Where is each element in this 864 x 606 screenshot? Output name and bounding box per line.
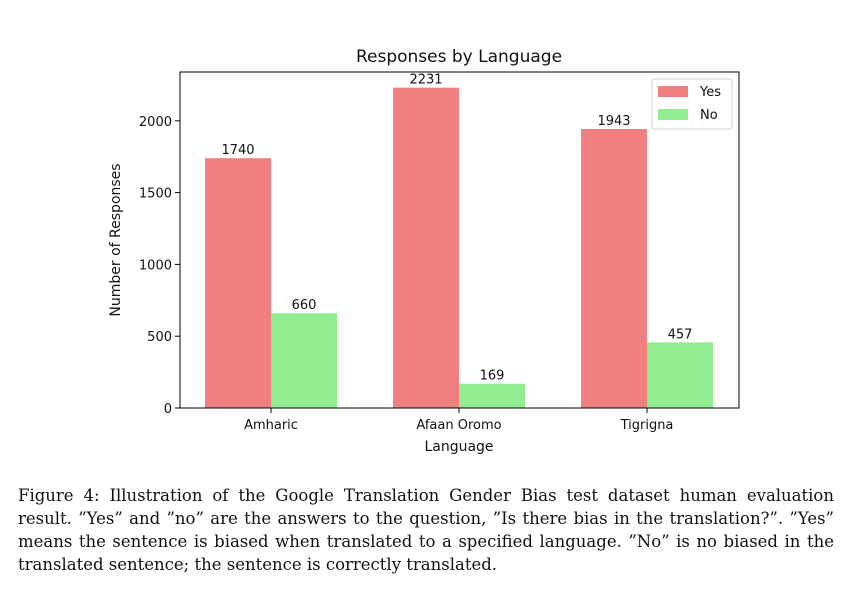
y-tick-label: 1000 bbox=[139, 258, 172, 273]
bar-value-label: 1943 bbox=[597, 114, 630, 129]
bar-labels-group: 1740 2231 1943 660 169 457 bbox=[221, 73, 692, 384]
bar-yes-tigrigna bbox=[581, 129, 647, 408]
bar-no-tigrigna bbox=[647, 342, 713, 408]
bar-no-afaan-oromo bbox=[459, 383, 525, 408]
x-tick-label: Afaan Oromo bbox=[416, 418, 501, 433]
legend-label-no: No bbox=[700, 108, 718, 123]
chart-title: Responses by Language bbox=[356, 47, 562, 67]
legend-swatch-yes bbox=[658, 86, 688, 97]
bar-value-label: 457 bbox=[668, 327, 693, 342]
x-tick-label: Amharic bbox=[244, 418, 298, 433]
y-tick-label: 500 bbox=[147, 330, 172, 345]
legend: Yes No bbox=[651, 78, 733, 130]
x-axis: Amharic Afaan Oromo Tigrigna bbox=[244, 408, 673, 433]
y-axis-label: Number of Responses bbox=[108, 163, 124, 316]
caption-label: Figure 4: bbox=[18, 486, 100, 505]
bar-no-amharic bbox=[271, 313, 337, 408]
bar-value-label: 660 bbox=[292, 298, 317, 313]
bar-value-label: 1740 bbox=[221, 143, 254, 158]
figure-caption: Figure 4: Illustration of the Google Tra… bbox=[18, 484, 834, 576]
x-axis-label: Language bbox=[424, 439, 493, 455]
bar-yes-afaan-oromo bbox=[393, 87, 459, 409]
bar-yes-amharic bbox=[205, 158, 271, 408]
legend-label-yes: Yes bbox=[699, 85, 721, 100]
plot-frame bbox=[179, 71, 740, 409]
y-tick-label: 2000 bbox=[139, 115, 172, 130]
x-tick-label: Tigrigna bbox=[620, 418, 674, 433]
legend-swatch-no bbox=[658, 109, 688, 120]
y-tick-label: 0 bbox=[164, 402, 172, 417]
y-axis: 0 500 1000 1500 2000 bbox=[139, 115, 180, 417]
y-tick-label: 1500 bbox=[139, 187, 172, 202]
bars-group bbox=[205, 87, 713, 409]
caption-text: Illustration of the Google Translation G… bbox=[18, 486, 834, 574]
bar-value-label: 169 bbox=[480, 369, 505, 384]
bar-chart: Responses by Language 1740 2231 1943 660 169… bbox=[108, 47, 740, 455]
bar-value-label: 2231 bbox=[409, 73, 442, 88]
